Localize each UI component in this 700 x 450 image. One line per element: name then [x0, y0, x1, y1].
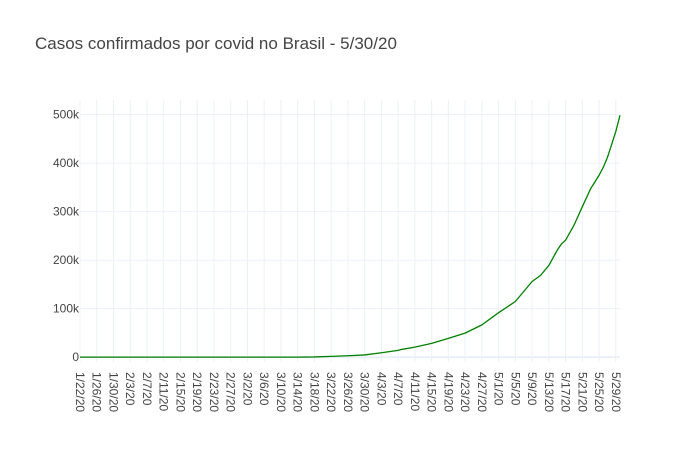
x-tick-label: 4/23/20 — [458, 372, 472, 412]
x-tick-label: 2/15/20 — [173, 372, 187, 412]
x-tick-label: 1/26/20 — [90, 372, 104, 412]
x-tick-label: 3/10/20 — [274, 372, 288, 412]
x-tick-label: 4/15/20 — [425, 372, 439, 412]
x-tick-label: 5/13/20 — [542, 372, 556, 412]
x-tick-label: 1/30/20 — [106, 372, 120, 412]
x-tick-label: 3/22/20 — [324, 372, 338, 412]
x-tick-label: 1/22/20 — [73, 372, 87, 412]
y-tick-label: 200k — [53, 253, 80, 267]
x-tick-label: 4/7/20 — [391, 372, 405, 406]
x-tick-label: 5/9/20 — [525, 372, 539, 406]
y-tick-label: 500k — [53, 108, 80, 122]
x-tick-label: 2/19/20 — [190, 372, 204, 412]
x-tick-label: 2/7/20 — [140, 372, 154, 406]
x-tick-label: 5/29/20 — [609, 372, 623, 412]
y-tick-label: 300k — [53, 205, 80, 219]
x-tick-label: 3/2/20 — [240, 372, 254, 406]
y-tick-label: 0 — [72, 350, 79, 364]
x-tick-label: 2/11/20 — [157, 372, 171, 411]
x-tick-label: 4/19/20 — [441, 372, 455, 412]
x-tick-label: 3/14/20 — [291, 372, 305, 412]
x-tick-label: 3/30/20 — [358, 372, 372, 412]
y-tick-label: 100k — [53, 302, 80, 316]
x-tick-label: 5/1/20 — [492, 372, 506, 406]
x-tick-label: 3/26/20 — [341, 372, 355, 412]
x-tick-label: 2/27/20 — [224, 372, 238, 412]
x-tick-label: 5/21/20 — [575, 372, 589, 412]
x-tick-label: 5/5/20 — [508, 372, 522, 406]
x-tick-label: 2/23/20 — [207, 372, 221, 412]
data-line — [80, 115, 621, 358]
x-tick-label: 3/18/20 — [307, 372, 321, 412]
x-tick-label: 3/6/20 — [257, 372, 271, 406]
x-tick-label: 4/11/20 — [408, 372, 422, 411]
x-tick-label: 2/3/20 — [123, 372, 137, 406]
y-tick-label: 400k — [53, 156, 80, 170]
x-tick-label: 4/3/20 — [374, 372, 388, 406]
x-tick-label: 5/25/20 — [592, 372, 606, 412]
x-tick-label: 5/17/20 — [559, 372, 573, 412]
chart-title: Casos confirmados por covid no Brasil - … — [35, 34, 397, 53]
x-tick-label: 4/27/20 — [475, 372, 489, 412]
